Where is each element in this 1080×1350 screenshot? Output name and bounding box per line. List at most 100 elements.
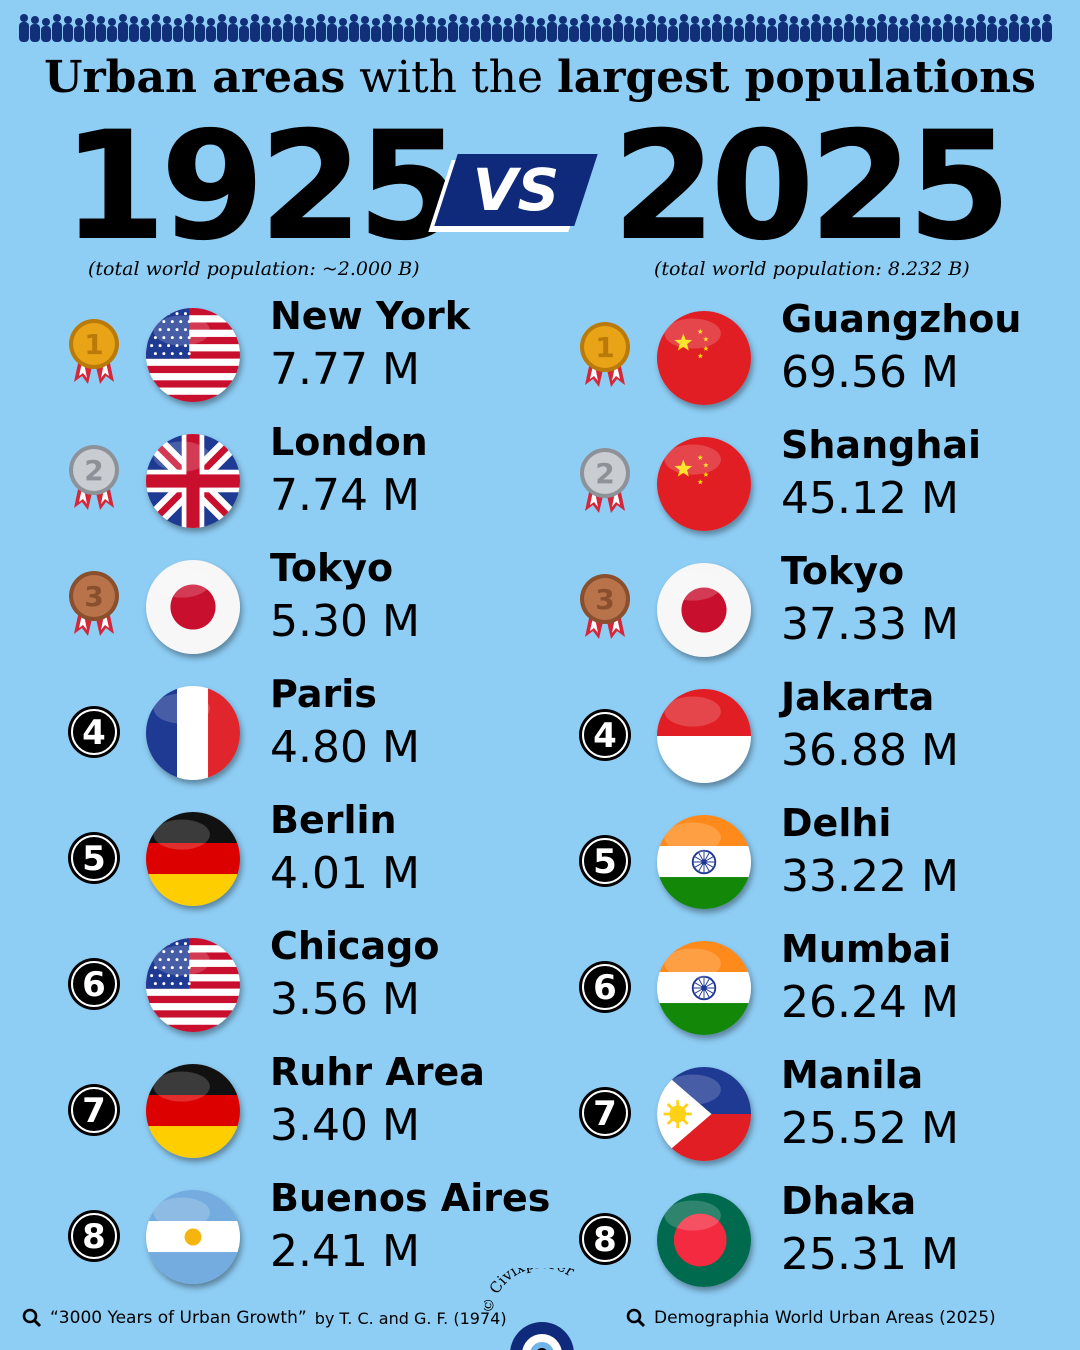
title-part-2: with the xyxy=(359,52,544,103)
city-name: Guangzhou xyxy=(781,297,1022,341)
svg-text:1: 1 xyxy=(595,331,614,364)
city-name: New York xyxy=(270,294,471,338)
city-name: London xyxy=(270,420,428,464)
source-left: “3000 Years of Urban Growth” by T. C. an… xyxy=(22,1308,507,1328)
rank-badge-icon: 5 xyxy=(66,822,122,894)
svg-text:4: 4 xyxy=(82,713,106,753)
rank-badge-icon: 5 xyxy=(577,825,633,897)
svg-text:8: 8 xyxy=(82,1217,106,1257)
china-flag-icon xyxy=(657,311,751,405)
city-population: 7.74 M xyxy=(270,470,420,521)
medal-icon: 3 xyxy=(66,570,122,642)
svg-text:3: 3 xyxy=(595,583,614,616)
city-population: 3.56 M xyxy=(270,974,420,1025)
crowd-border xyxy=(19,14,1052,42)
medal-icon: 1 xyxy=(66,318,122,390)
city-population: 5.30 M xyxy=(270,596,420,647)
medal-icon: 3 xyxy=(577,573,633,645)
bangladesh-flag-icon xyxy=(657,1193,751,1287)
city-population: 36.88 M xyxy=(781,725,959,776)
city-name: Shanghai xyxy=(781,423,982,467)
svg-text:1: 1 xyxy=(84,328,103,361)
list-item: 1 Guangzhou 69.56 M xyxy=(577,297,1037,417)
search-icon xyxy=(626,1308,646,1328)
year-1925: 1925 xyxy=(62,100,461,274)
list-item: 5 Delhi 33.22 M xyxy=(577,801,1037,921)
city-name: Delhi xyxy=(781,801,892,845)
japan-flag-icon xyxy=(657,563,751,657)
city-population: 69.56 M xyxy=(781,347,959,398)
rank-badge-icon: 7 xyxy=(66,1074,122,1146)
argentina-flag-icon xyxy=(146,1190,240,1284)
vs-badge: VS xyxy=(428,154,598,234)
list-item: 8 Dhaka 25.31 M xyxy=(577,1179,1037,1299)
svg-text:© Civixplorer: © Civixplorer xyxy=(484,1268,578,1315)
list-item: 6 Mumbai 26.24 M xyxy=(577,927,1037,1047)
city-population: 45.12 M xyxy=(781,473,959,524)
title-part-1: Urban areas xyxy=(44,52,346,103)
list-item: 3 Tokyo 5.30 M xyxy=(66,546,526,666)
city-population: 26.24 M xyxy=(781,977,959,1028)
city-population: 4.01 M xyxy=(270,848,420,899)
vs-label: VS xyxy=(472,156,560,224)
rank-badge-icon: 6 xyxy=(577,951,633,1023)
city-name: Paris xyxy=(270,672,377,716)
list-item: 5 Berlin 4.01 M xyxy=(66,798,526,918)
rank-badge-icon: 4 xyxy=(577,699,633,771)
list-item: 2 Shanghai 45.12 M xyxy=(577,423,1037,543)
title-part-3: largest populations xyxy=(557,52,1036,103)
list-item: 8 Buenos Aires 2.41 M xyxy=(66,1176,550,1296)
india-flag-icon xyxy=(657,815,751,909)
germany-flag-icon xyxy=(146,1064,240,1158)
city-population: 25.52 M xyxy=(781,1103,959,1154)
city-population: 37.33 M xyxy=(781,599,959,650)
rank-badge-icon: 7 xyxy=(577,1077,633,1149)
city-population: 4.80 M xyxy=(270,722,420,773)
city-name: Tokyo xyxy=(270,546,394,590)
medal-icon: 1 xyxy=(577,321,633,393)
svg-text:6: 6 xyxy=(82,965,106,1005)
india-flag-icon xyxy=(657,941,751,1035)
list-item: 6 Chicago 3.56 M xyxy=(66,924,526,1044)
subtitle-1925: (total world population: ~2.000 B) xyxy=(88,258,420,280)
city-name: Tokyo xyxy=(781,549,905,593)
list-item: 7 Manila 25.52 M xyxy=(577,1053,1037,1173)
search-icon xyxy=(22,1308,42,1328)
city-name: Manila xyxy=(781,1053,924,1097)
philippines-flag-icon xyxy=(657,1067,751,1161)
subtitle-2025: (total world population: 8.232 B) xyxy=(654,258,970,280)
source-credit: by T. C. and G. F. (1974) xyxy=(314,1308,507,1328)
svg-text:2: 2 xyxy=(595,457,614,490)
uk-flag-icon xyxy=(146,434,240,528)
japan-flag-icon xyxy=(146,560,240,654)
rank-badge-icon: 8 xyxy=(66,1200,122,1272)
source-right: Demographia World Urban Areas (2025) xyxy=(626,1308,996,1328)
city-population: 2.41 M xyxy=(270,1226,420,1277)
svg-text:2: 2 xyxy=(84,454,103,487)
city-name: Ruhr Area xyxy=(270,1050,485,1094)
svg-text:8: 8 xyxy=(593,1220,617,1260)
city-population: 3.40 M xyxy=(270,1100,420,1151)
indonesia-flag-icon xyxy=(657,689,751,783)
city-name: Jakarta xyxy=(781,675,935,719)
usa-flag-icon xyxy=(146,938,240,1032)
medal-icon: 2 xyxy=(577,447,633,519)
page-title: Urban areas with the largest populations xyxy=(0,52,1080,103)
logo-text: © Civixplorer xyxy=(484,1268,578,1315)
source-right-text: Demographia World Urban Areas (2025) xyxy=(654,1308,996,1328)
svg-text:5: 5 xyxy=(82,839,106,879)
rank-badge-icon: 4 xyxy=(66,696,122,768)
list-item: 4 Jakarta 36.88 M xyxy=(577,675,1037,795)
svg-text:3: 3 xyxy=(84,580,103,613)
list-item: 4 Paris 4.80 M xyxy=(66,672,526,792)
rank-badge-icon: 6 xyxy=(66,948,122,1020)
city-name: Berlin xyxy=(270,798,397,842)
svg-text:7: 7 xyxy=(82,1091,106,1131)
list-item: 2 London 7.74 M xyxy=(66,420,526,540)
svg-text:6: 6 xyxy=(593,968,617,1008)
city-name: Buenos Aires xyxy=(270,1176,551,1220)
city-population: 25.31 M xyxy=(781,1229,959,1280)
china-flag-icon xyxy=(657,437,751,531)
svg-text:4: 4 xyxy=(593,716,617,756)
germany-flag-icon xyxy=(146,812,240,906)
